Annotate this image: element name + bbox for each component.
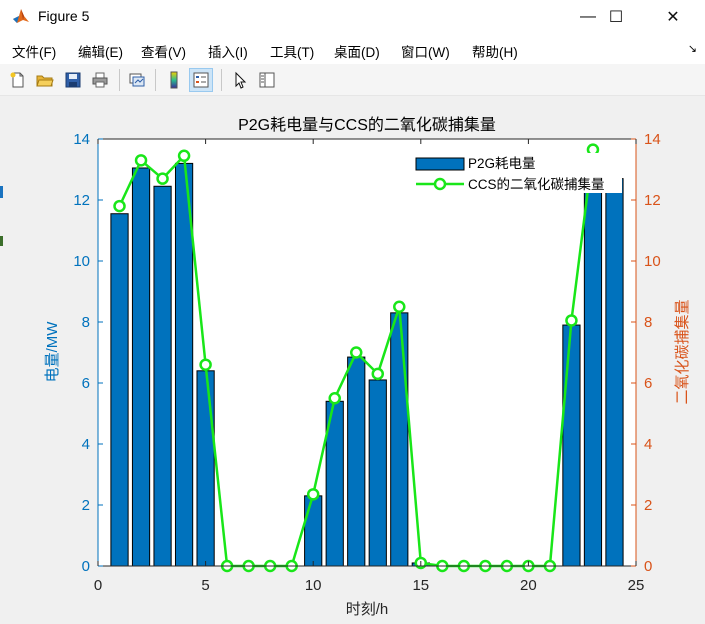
matlab-icon (12, 7, 30, 25)
legend-label-bar: P2G耗电量 (468, 156, 536, 171)
line-point (565, 314, 578, 327)
line-point (134, 154, 148, 167)
colorbar-icon[interactable] (162, 68, 186, 92)
menu-edit[interactable]: 编辑(E) (78, 45, 123, 60)
bar (304, 495, 323, 567)
bar (131, 167, 151, 567)
line-point (349, 346, 363, 359)
folder-open-icon[interactable] (33, 68, 57, 92)
bar (110, 213, 129, 567)
menu-window[interactable]: 窗口(W) (401, 45, 450, 60)
tick-label-right: 0 (644, 558, 652, 575)
line-point (393, 300, 406, 313)
pointer-icon[interactable] (228, 68, 252, 92)
line-point (177, 149, 191, 163)
legend-bar-swatch (415, 157, 465, 171)
print-icon[interactable] (88, 68, 112, 92)
tick-label-bottom: 10 (305, 577, 322, 594)
legend-label-line: CCS的二氧化碳捕集量 (468, 177, 605, 192)
y-axis-label-left: 电量/MW (44, 321, 61, 383)
title-bar: Figure 5 — ☐ ✕ (0, 0, 705, 34)
tick-label-left: 10 (73, 253, 90, 270)
left-axis-ticks: 0 2 4 6 8 10 12 14 (73, 131, 103, 575)
line-point (371, 367, 385, 381)
bar (368, 379, 387, 567)
tick-label-left: 2 (82, 497, 90, 514)
bar (196, 370, 215, 567)
line-point (306, 488, 320, 501)
new-file-icon[interactable] (6, 68, 30, 92)
menu-tools[interactable]: 工具(T) (270, 45, 315, 60)
bar (347, 356, 366, 567)
toolbar (0, 64, 705, 96)
menu-desktop[interactable]: 桌面(D) (334, 45, 380, 60)
tick-label-left: 12 (73, 192, 90, 209)
legend-icon[interactable] (189, 68, 213, 92)
tick-label-left: 6 (82, 375, 90, 392)
menu-file[interactable]: 文件(F) (12, 45, 57, 60)
tick-label-right: 2 (644, 497, 652, 514)
menu-view[interactable]: 查看(V) (141, 45, 186, 60)
tick-label-bottom: 20 (520, 577, 537, 594)
menu-bar: 文件(F) 编辑(E) 查看(V) 插入(I) 工具(T) 桌面(D) 窗口(W… (0, 34, 705, 64)
tick-label-left: 4 (82, 436, 90, 453)
toolbar-separator (155, 69, 156, 91)
menu-help[interactable]: 帮助(H) (472, 45, 518, 60)
bar (153, 185, 172, 567)
tick-label-left: 0 (82, 558, 90, 575)
link-plot-icon[interactable] (125, 68, 149, 92)
menu-arrow-icon[interactable]: ↘ (687, 43, 697, 55)
edge-fragment (0, 236, 3, 246)
tick-label-right: 14 (644, 131, 661, 148)
bar (390, 312, 409, 567)
close-button[interactable]: ✕ (666, 9, 680, 26)
plot-browser-icon[interactable] (255, 68, 279, 92)
axes-lines (97, 138, 637, 567)
tick-label-bottom: 0 (94, 577, 102, 594)
tick-label-right: 10 (644, 253, 661, 270)
chart-title: P2G耗电量与CCS的二氧化碳捕集量 (238, 116, 496, 134)
line-point (328, 392, 341, 405)
line-point (113, 199, 126, 213)
tick-label-left: 8 (82, 314, 90, 331)
edge-fragment (0, 186, 3, 198)
tick-label-right: 8 (644, 314, 652, 331)
minimize-button[interactable]: — (580, 8, 596, 25)
window-title: Figure 5 (38, 8, 90, 24)
legend-line-marker (433, 177, 447, 191)
tick-label-bottom: 15 (412, 577, 429, 594)
toolbar-separator (119, 69, 120, 91)
x-axis-label: 时刻/h (346, 601, 389, 618)
menu-insert[interactable]: 插入(I) (208, 45, 248, 60)
tick-label-right: 4 (644, 436, 652, 453)
right-axis-ticks: 0 2 4 6 8 10 12 14 (631, 131, 661, 575)
tick-label-left: 14 (73, 131, 90, 148)
toolbar-separator (221, 69, 222, 91)
save-icon[interactable] (61, 68, 85, 92)
line-point (156, 172, 169, 185)
line-point (199, 358, 212, 371)
maximize-button[interactable]: ☐ (608, 9, 624, 26)
tick-label-right: 6 (644, 375, 652, 392)
bar (605, 178, 624, 567)
y-axis-label-right: 二氧化碳捕集量 (674, 299, 691, 404)
bar (583, 158, 603, 567)
bottom-axis-ticks: 0 5 10 15 20 25 (94, 139, 645, 594)
tick-label-right: 12 (644, 192, 661, 209)
legend[interactable]: P2G耗电量 CCS的二氧化碳捕集量 (410, 153, 622, 193)
tick-label-bottom: 5 (201, 577, 209, 594)
bar (562, 324, 581, 567)
bar-series (110, 158, 624, 567)
tick-label-bottom: 25 (628, 577, 645, 594)
